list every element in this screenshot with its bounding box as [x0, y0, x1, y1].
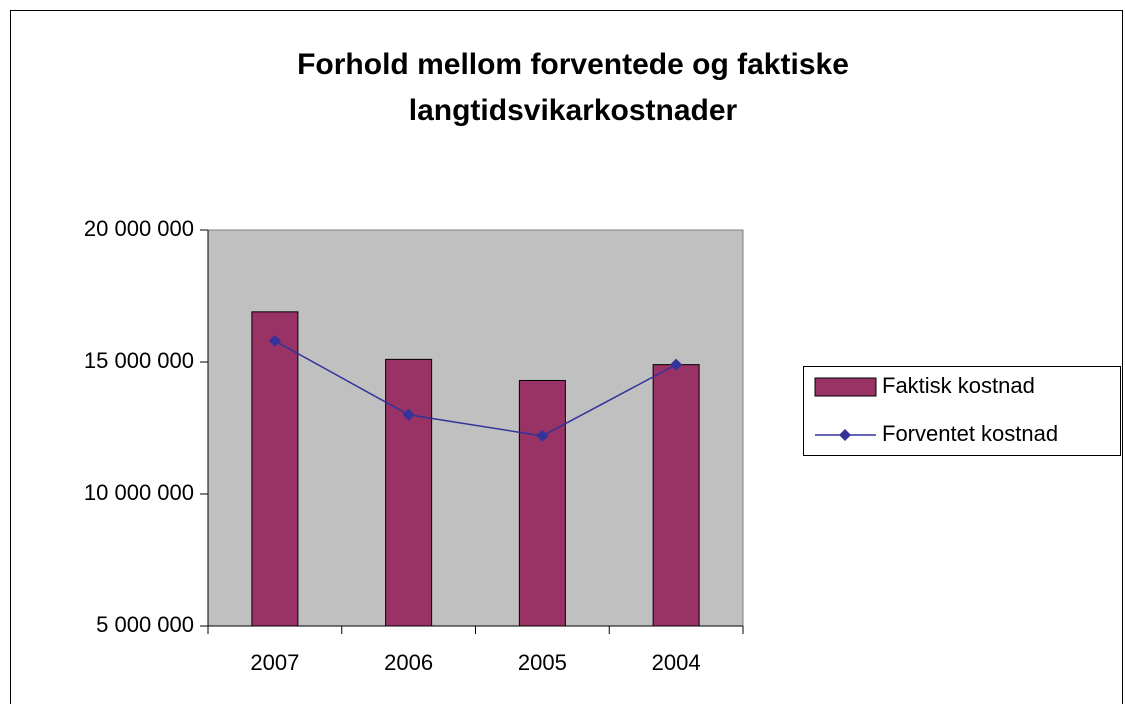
y-tick-label: 10 000 000 — [84, 480, 194, 505]
x-tick-label: 2004 — [652, 650, 701, 675]
legend-marker — [839, 429, 851, 441]
chart-frame — [10, 10, 1123, 704]
x-tick-label: 2007 — [250, 650, 299, 675]
marker — [268, 334, 281, 347]
chart-title: Forhold mellom forventede og faktiske la… — [297, 48, 849, 127]
marker — [402, 408, 415, 421]
legend-label: Faktisk kostnad — [882, 373, 1035, 398]
marker — [670, 358, 683, 371]
x-tick-label: 2005 — [518, 650, 567, 675]
legend-label: Forventet kostnad — [882, 421, 1058, 446]
bar — [251, 311, 299, 627]
bar — [385, 358, 433, 627]
y-tick-label: 5 000 000 — [96, 612, 194, 637]
marker — [536, 429, 549, 442]
bar — [652, 364, 700, 627]
bar — [518, 379, 566, 627]
y-tick-label: 15 000 000 — [84, 348, 194, 373]
x-tick-label: 2006 — [384, 650, 433, 675]
legend-swatch — [814, 377, 877, 397]
line — [274, 340, 677, 437]
y-tick-label: 20 000 000 — [84, 216, 194, 241]
